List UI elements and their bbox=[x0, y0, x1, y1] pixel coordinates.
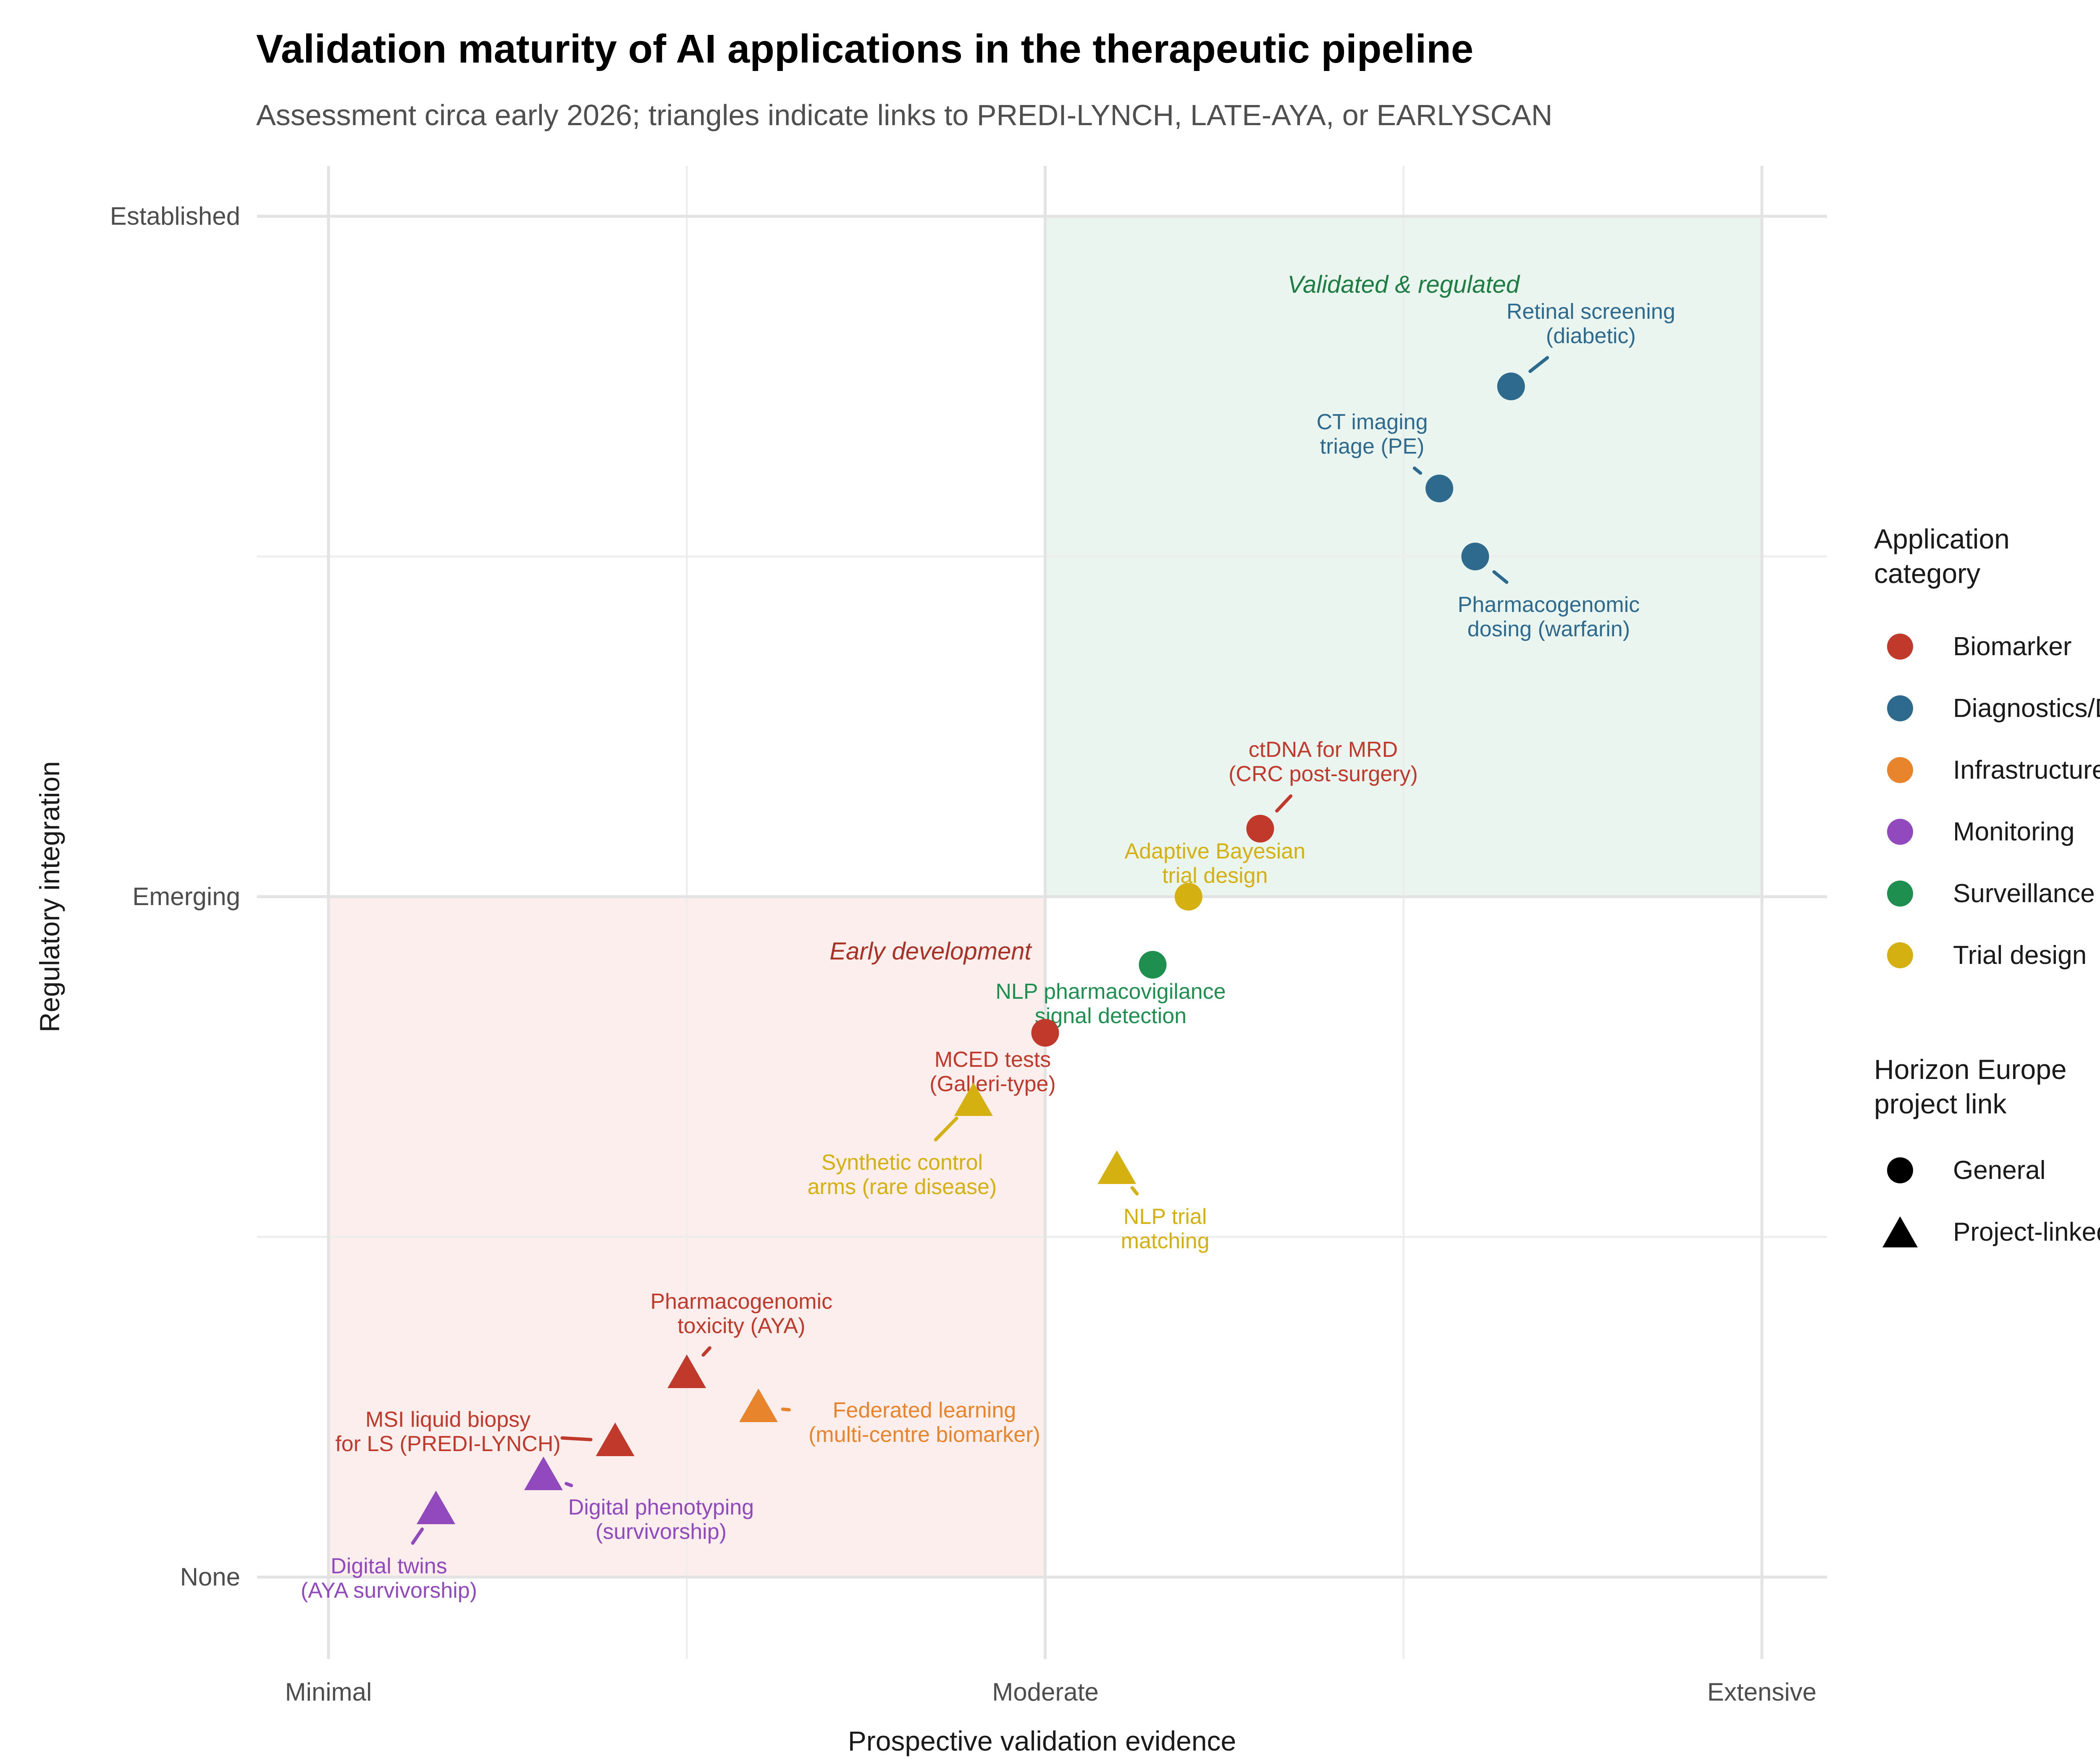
point-digital-phenotyping: Digital phenotyping (survivorship) bbox=[524, 1457, 754, 1544]
point-retinal-screening: Retinal screening (diabetic) bbox=[1497, 299, 1675, 400]
point-label: ctDNA for MRD (CRC post-surgery) bbox=[1228, 738, 1418, 786]
leader-line bbox=[1528, 356, 1549, 373]
x-tick-moderate: Moderate bbox=[992, 1678, 1099, 1706]
leader-line bbox=[564, 1482, 573, 1487]
point-synthetic-control-arms: Synthetic control arms (rare disease) bbox=[807, 1082, 997, 1199]
marker-triangle-icon bbox=[667, 1354, 706, 1388]
infrastructure-swatch-icon bbox=[1874, 739, 1926, 801]
marker-triangle-icon bbox=[739, 1389, 778, 1422]
legend-title-line: category bbox=[1874, 558, 1981, 589]
point-federated-learning: Federated learning (multi-centre biomarke… bbox=[739, 1389, 1040, 1447]
point-mced-tests: MCED tests (Galleri-type) bbox=[929, 1019, 1059, 1096]
legend-item-monitoring: Monitoring bbox=[1874, 801, 2100, 863]
leader-line bbox=[1412, 466, 1423, 475]
leader-line bbox=[934, 1116, 958, 1142]
marker-triangle-icon bbox=[524, 1457, 563, 1490]
legend-item-surveillance: Surveillance bbox=[1874, 863, 2100, 924]
marker-circle-icon bbox=[1246, 815, 1274, 843]
marker-circle-icon bbox=[1031, 1019, 1059, 1047]
legend-application-category: Application category Biomarker Diagnosti… bbox=[1874, 522, 2100, 986]
legend-title-line: Horizon Europe bbox=[1874, 1054, 2067, 1085]
chart-title: Validation maturity of AI applications i… bbox=[256, 26, 1474, 71]
legend-item-trial-design: Trial design bbox=[1874, 924, 2100, 986]
leader-line bbox=[701, 1346, 711, 1357]
point-pharmacogenomic-toxicity: Pharmacogenomic toxicity (AYA) bbox=[650, 1289, 832, 1388]
monitoring-swatch-icon bbox=[1874, 801, 1926, 863]
point-ctdna-mrd: ctDNA for MRD (CRC post-surgery) bbox=[1228, 738, 1418, 843]
point-label: NLP trial matching bbox=[1121, 1205, 1210, 1253]
legend-item-general: General bbox=[1874, 1139, 2100, 1201]
legend-item-label: Diagnostics/Dosing bbox=[1953, 694, 2100, 723]
point-label: Digital twins (AYA survivorship) bbox=[301, 1554, 477, 1603]
marker-circle-icon bbox=[1174, 883, 1202, 911]
point-label: Federated learning (multi-centre biomarke… bbox=[808, 1398, 1040, 1447]
legend-item-label: Surveillance bbox=[1953, 879, 2095, 908]
leader-line bbox=[1275, 794, 1293, 813]
point-ct-imaging-triage: CT imaging triage (PE) bbox=[1317, 410, 1454, 502]
surveillance-swatch-icon bbox=[1874, 863, 1926, 924]
biomarker-swatch-icon bbox=[1874, 616, 1926, 677]
legend-item-label: Biomarker bbox=[1953, 632, 2072, 661]
legend-item-label: General bbox=[1953, 1156, 2046, 1185]
point-label: Digital phenotyping (survivorship) bbox=[568, 1495, 754, 1544]
marker-circle-icon bbox=[1425, 475, 1454, 502]
point-label: Adaptive Bayesian trial design bbox=[1124, 839, 1305, 888]
marker-triangle-icon bbox=[954, 1082, 993, 1116]
marker-circle-icon bbox=[1461, 543, 1489, 570]
point-label: NLP pharmacovigilance signal detection bbox=[995, 979, 1226, 1028]
marker-triangle-icon bbox=[596, 1423, 635, 1456]
project-linked-triangle-icon bbox=[1874, 1201, 1926, 1263]
legend-item-project-linked: Project-linked bbox=[1874, 1201, 2100, 1263]
general-circle-icon bbox=[1874, 1139, 1926, 1201]
legend-item-label: Project-linked bbox=[1953, 1218, 2100, 1247]
region-label-validated-regulated: Validated & regulated bbox=[1288, 271, 1520, 298]
y-axis-title: Regulatory integration bbox=[34, 761, 65, 1032]
point-pharmacogenomic-dosing: Pharmacogenomic dosing (warfarin) bbox=[1458, 543, 1640, 641]
legend-title-line: Application bbox=[1874, 523, 2010, 554]
legend-item-label: Trial design bbox=[1953, 941, 2087, 970]
marker-circle-icon bbox=[1497, 373, 1525, 400]
point-label: Pharmacogenomic dosing (warfarin) bbox=[1458, 593, 1640, 641]
y-tick-none: None bbox=[180, 1563, 240, 1591]
leader-line bbox=[1130, 1186, 1139, 1196]
x-tick-minimal: Minimal bbox=[285, 1678, 372, 1706]
point-label: MCED tests (Galleri-type) bbox=[929, 1047, 1056, 1096]
legend-item-label: Monitoring bbox=[1953, 817, 2075, 846]
x-axis-title: Prospective validation evidence bbox=[848, 1725, 1236, 1756]
marker-circle-icon bbox=[1139, 951, 1167, 979]
point-label: Retinal screening (diabetic) bbox=[1507, 299, 1675, 348]
leader-line bbox=[560, 1436, 593, 1441]
legend-title-line: project link bbox=[1874, 1088, 2007, 1119]
legend-item-infrastructure: Infrastructure bbox=[1874, 739, 2100, 801]
leader-line bbox=[781, 1407, 791, 1412]
marker-triangle-icon bbox=[1097, 1150, 1137, 1184]
trial-design-swatch-icon bbox=[1874, 924, 1926, 986]
marker-triangle-icon bbox=[416, 1491, 455, 1524]
legend-project-link: Horizon Europe project link General Proj… bbox=[1874, 1052, 2100, 1263]
region-label-early-development: Early development bbox=[830, 938, 1032, 965]
y-tick-established: Established bbox=[110, 202, 240, 230]
point-label: MSI liquid biopsy for LS (PREDI-LYNCH) bbox=[335, 1407, 560, 1456]
legend-item-diagnostics-dosing: Diagnostics/Dosing bbox=[1874, 677, 2100, 739]
point-label: Pharmacogenomic toxicity (AYA) bbox=[650, 1289, 832, 1338]
legend-item-biomarker: Biomarker bbox=[1874, 616, 2100, 677]
y-tick-emerging: Emerging bbox=[132, 882, 240, 911]
leader-line bbox=[1492, 570, 1509, 584]
point-nlp-trial-matching: NLP trial matching bbox=[1097, 1150, 1210, 1253]
x-tick-extensive: Extensive bbox=[1707, 1678, 1817, 1706]
point-nlp-pharmacovigilance: NLP pharmacovigilance signal detection bbox=[995, 951, 1226, 1028]
diagnostics-swatch-icon bbox=[1874, 677, 1926, 739]
point-msi-liquid-biopsy: MSI liquid biopsy for LS (PREDI-LYNCH) bbox=[335, 1407, 635, 1456]
chart-subtitle: Assessment circa early 2026; triangles i… bbox=[256, 99, 1553, 131]
point-adaptive-bayesian: Adaptive Bayesian trial design bbox=[1124, 839, 1305, 911]
point-digital-twins: Digital twins (AYA survivorship) bbox=[301, 1491, 477, 1603]
legend-item-label: Infrastructure bbox=[1953, 756, 2100, 785]
leader-line bbox=[411, 1527, 424, 1545]
point-label: CT imaging triage (PE) bbox=[1317, 410, 1428, 459]
point-label: Synthetic control arms (rare disease) bbox=[807, 1150, 997, 1199]
